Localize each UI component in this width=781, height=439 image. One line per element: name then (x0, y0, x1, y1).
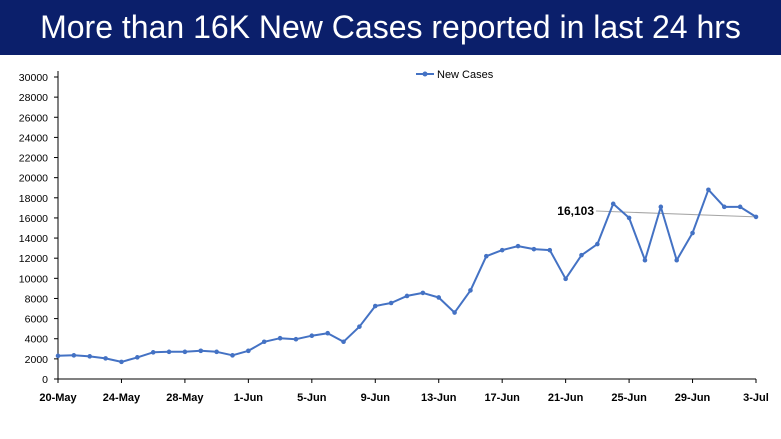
data-point (515, 243, 521, 249)
data-point (357, 324, 362, 329)
data-point (135, 355, 140, 360)
x-tick-label: 24-May (103, 392, 141, 404)
data-point (277, 335, 283, 341)
x-tick-label: 1-Jun (234, 392, 264, 404)
x-axis: 20-May 24-May 28-May 1-Jun 5-Jun 9-Jun 13-Jun 1… (39, 378, 769, 404)
x-tick-label: 17-Jun (484, 392, 520, 404)
x-tick-label: 25-Jun (611, 392, 647, 404)
y-tick-label: 2000 (25, 354, 49, 366)
data-point (103, 356, 108, 361)
series-line (57, 188, 757, 363)
data-point (87, 354, 93, 359)
new-cases-chart: 0 2000 4000 6000 8000 10000 12000 14000 16000 180… (19, 69, 769, 404)
data-point (214, 349, 219, 355)
y-tick-label: 10000 (19, 273, 48, 285)
legend: New Cases (416, 69, 494, 81)
data-point (150, 350, 156, 355)
data-point (230, 353, 235, 358)
x-tick-label: 28-May (166, 392, 204, 404)
data-point (452, 310, 457, 315)
data-point (737, 204, 743, 210)
data-point (341, 339, 346, 345)
y-tick-label: 26000 (19, 112, 48, 124)
y-tick-label: 22000 (19, 153, 48, 165)
y-tick-label: 28000 (19, 92, 48, 104)
y-tick-label: 8000 (25, 293, 49, 305)
x-tick-label: 29-Jun (675, 392, 711, 404)
y-tick-label: 20000 (19, 173, 48, 185)
data-point (595, 241, 600, 247)
y-tick-label: 18000 (19, 193, 48, 205)
data-point (579, 252, 584, 258)
data-point (325, 330, 330, 336)
annotation-label: 16,103 (557, 204, 594, 218)
y-tick-label: 16000 (19, 213, 48, 225)
data-point (293, 336, 299, 342)
data-point (706, 187, 711, 193)
data-point (484, 253, 489, 259)
data-point (55, 353, 61, 359)
x-tick-label: 5-Jun (297, 392, 327, 404)
data-point (166, 349, 172, 355)
data-point (690, 230, 695, 236)
data-point (372, 303, 378, 309)
x-tick-label: 3-Jul (743, 392, 769, 404)
data-point (674, 257, 679, 263)
data-point (388, 300, 394, 306)
data-point (309, 333, 315, 339)
data-point (658, 204, 664, 210)
x-tick-label: 21-Jun (548, 392, 584, 404)
data-point (610, 201, 616, 207)
data-point (753, 214, 759, 220)
x-tick-label: 20-May (39, 392, 77, 404)
y-tick-label: 4000 (25, 334, 49, 346)
x-tick-label: 9-Jun (361, 392, 391, 404)
data-point (246, 348, 251, 354)
y-axis: 0 2000 4000 6000 8000 10000 12000 14000 16000 180… (19, 71, 59, 386)
y-tick-label: 6000 (25, 314, 49, 326)
data-point (468, 288, 473, 293)
data-point (436, 295, 442, 300)
data-point (404, 293, 410, 299)
data-point (721, 204, 727, 210)
data-point (182, 349, 188, 355)
y-tick-label: 0 (42, 374, 48, 386)
legend-label: New Cases (437, 69, 494, 81)
y-tick-label: 12000 (19, 253, 48, 265)
series-new-cases (55, 187, 759, 365)
legend-marker (422, 71, 428, 77)
chart-title: More than 16K New Cases reported in last… (0, 0, 781, 55)
data-point (642, 257, 648, 263)
y-tick-label: 30000 (19, 72, 48, 84)
data-point (420, 290, 426, 296)
data-point (626, 215, 632, 221)
data-point (71, 353, 77, 358)
y-tick-label: 24000 (19, 132, 48, 144)
data-point (198, 348, 204, 354)
data-point (499, 247, 505, 253)
annotation-leader-line (595, 210, 757, 218)
data-point (261, 339, 267, 345)
x-tick-label: 13-Jun (421, 392, 457, 404)
data-point (563, 276, 568, 282)
y-tick-label: 14000 (19, 233, 48, 245)
data-point (119, 359, 124, 365)
data-point (547, 247, 553, 253)
data-point (531, 246, 537, 252)
